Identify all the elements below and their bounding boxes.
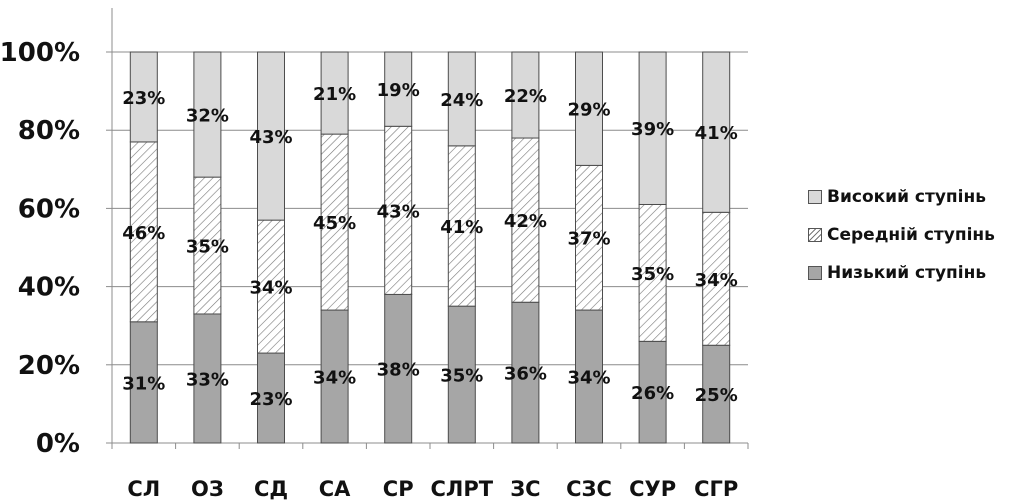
bar-segment [257,51,285,221]
data-label: 37% [567,229,610,250]
x-tick-label: СА [319,477,351,501]
data-label: 39% [631,119,674,140]
data-label: 23% [122,88,165,109]
bar-segment [447,145,476,307]
data-label: 41% [695,123,738,144]
bar-segment [129,141,158,323]
bar-segment [575,309,603,444]
y-tick-label: 60% [18,194,80,224]
bar-segment [511,137,540,303]
bar-segment [384,51,413,127]
bar-segment [638,51,667,205]
data-label: 33% [186,369,229,390]
data-label: 43% [249,127,292,148]
bar-segment [702,51,731,213]
data-label: 46% [122,223,165,244]
data-label: 36% [504,364,547,385]
bar-segment [638,340,667,444]
bar-segment [702,344,731,444]
bar-segment [384,293,413,444]
data-label: 34% [567,368,610,389]
bar-segment [575,51,603,166]
x-tick-label: СУР [629,477,676,501]
data-label: 35% [440,366,483,387]
bars [129,51,731,444]
bar-segment [129,51,158,143]
y-tick-label: 0% [36,429,80,459]
data-label: 23% [249,389,292,410]
x-tick-label: ОЗ [191,477,224,501]
data-label: 43% [377,201,420,222]
x-tick-label: СЗС [566,477,612,501]
x-tick-label: СГР [694,477,738,501]
legend-swatch [808,266,822,280]
x-tick-label: СР [383,477,414,501]
legend-item: Високий ступінь [808,178,1034,216]
legend: Високий ступінь Середній ступінь Низький с… [808,178,1034,292]
data-label: 32% [186,106,229,127]
y-tick-label: 80% [18,116,80,146]
data-label: 29% [567,100,610,121]
bar-segment [193,51,222,178]
tick-labels: 0% 20% 40% 60% 80% 100% СЛ ОЗ СД СА СР СЛРТ ЗС СЗС СУР… [0,38,738,501]
data-label: 19% [377,80,420,101]
bar-segment [320,51,349,135]
y-tick-label: 40% [18,273,80,303]
y-tick-label: 100% [0,38,80,68]
bar-segment [702,211,731,346]
bar-segment [511,301,540,444]
legend-label: Високий ступінь [827,187,986,207]
legend-label: Низький ступінь [827,263,987,283]
x-tick-label: СД [254,477,288,501]
bar-segment [638,203,667,342]
legend-label: Середній ступінь [827,225,995,245]
x-tick-label: СЛРТ [431,477,494,501]
legend-item: Низький ступінь [808,254,1034,292]
bar-segment [257,219,285,354]
x-tick-label: СЛ [127,477,160,501]
data-label: 34% [313,368,356,389]
x-tick-label: ЗС [510,477,540,501]
data-label: 34% [695,270,738,291]
data-label: 38% [377,360,420,381]
bar-segment [320,309,349,444]
y-tick-label: 20% [18,351,80,381]
bar-segment [511,51,540,139]
legend-swatch [808,228,822,242]
bar-segment [447,305,476,444]
legend-item: Середній ступінь [808,216,1034,254]
legend-swatch [808,190,822,204]
data-label: 35% [186,237,229,258]
data-label: 45% [313,213,356,234]
data-label: 25% [695,385,738,406]
data-label: 22% [504,86,547,107]
bar-segment [129,321,158,444]
data-label: 21% [313,84,356,105]
data-label: 34% [249,278,292,299]
bar-segment [447,51,476,147]
data-labels: 31% 46% 23% 33% 35% 32% 23% 34% 43% 34% 45% 21% 38% 4… [122,80,737,410]
data-label: 42% [504,211,547,232]
data-label: 41% [440,217,483,238]
data-label: 31% [122,373,165,394]
bar-segment [257,352,285,444]
data-label: 24% [440,90,483,111]
data-label: 26% [631,383,674,404]
data-label: 35% [631,264,674,285]
